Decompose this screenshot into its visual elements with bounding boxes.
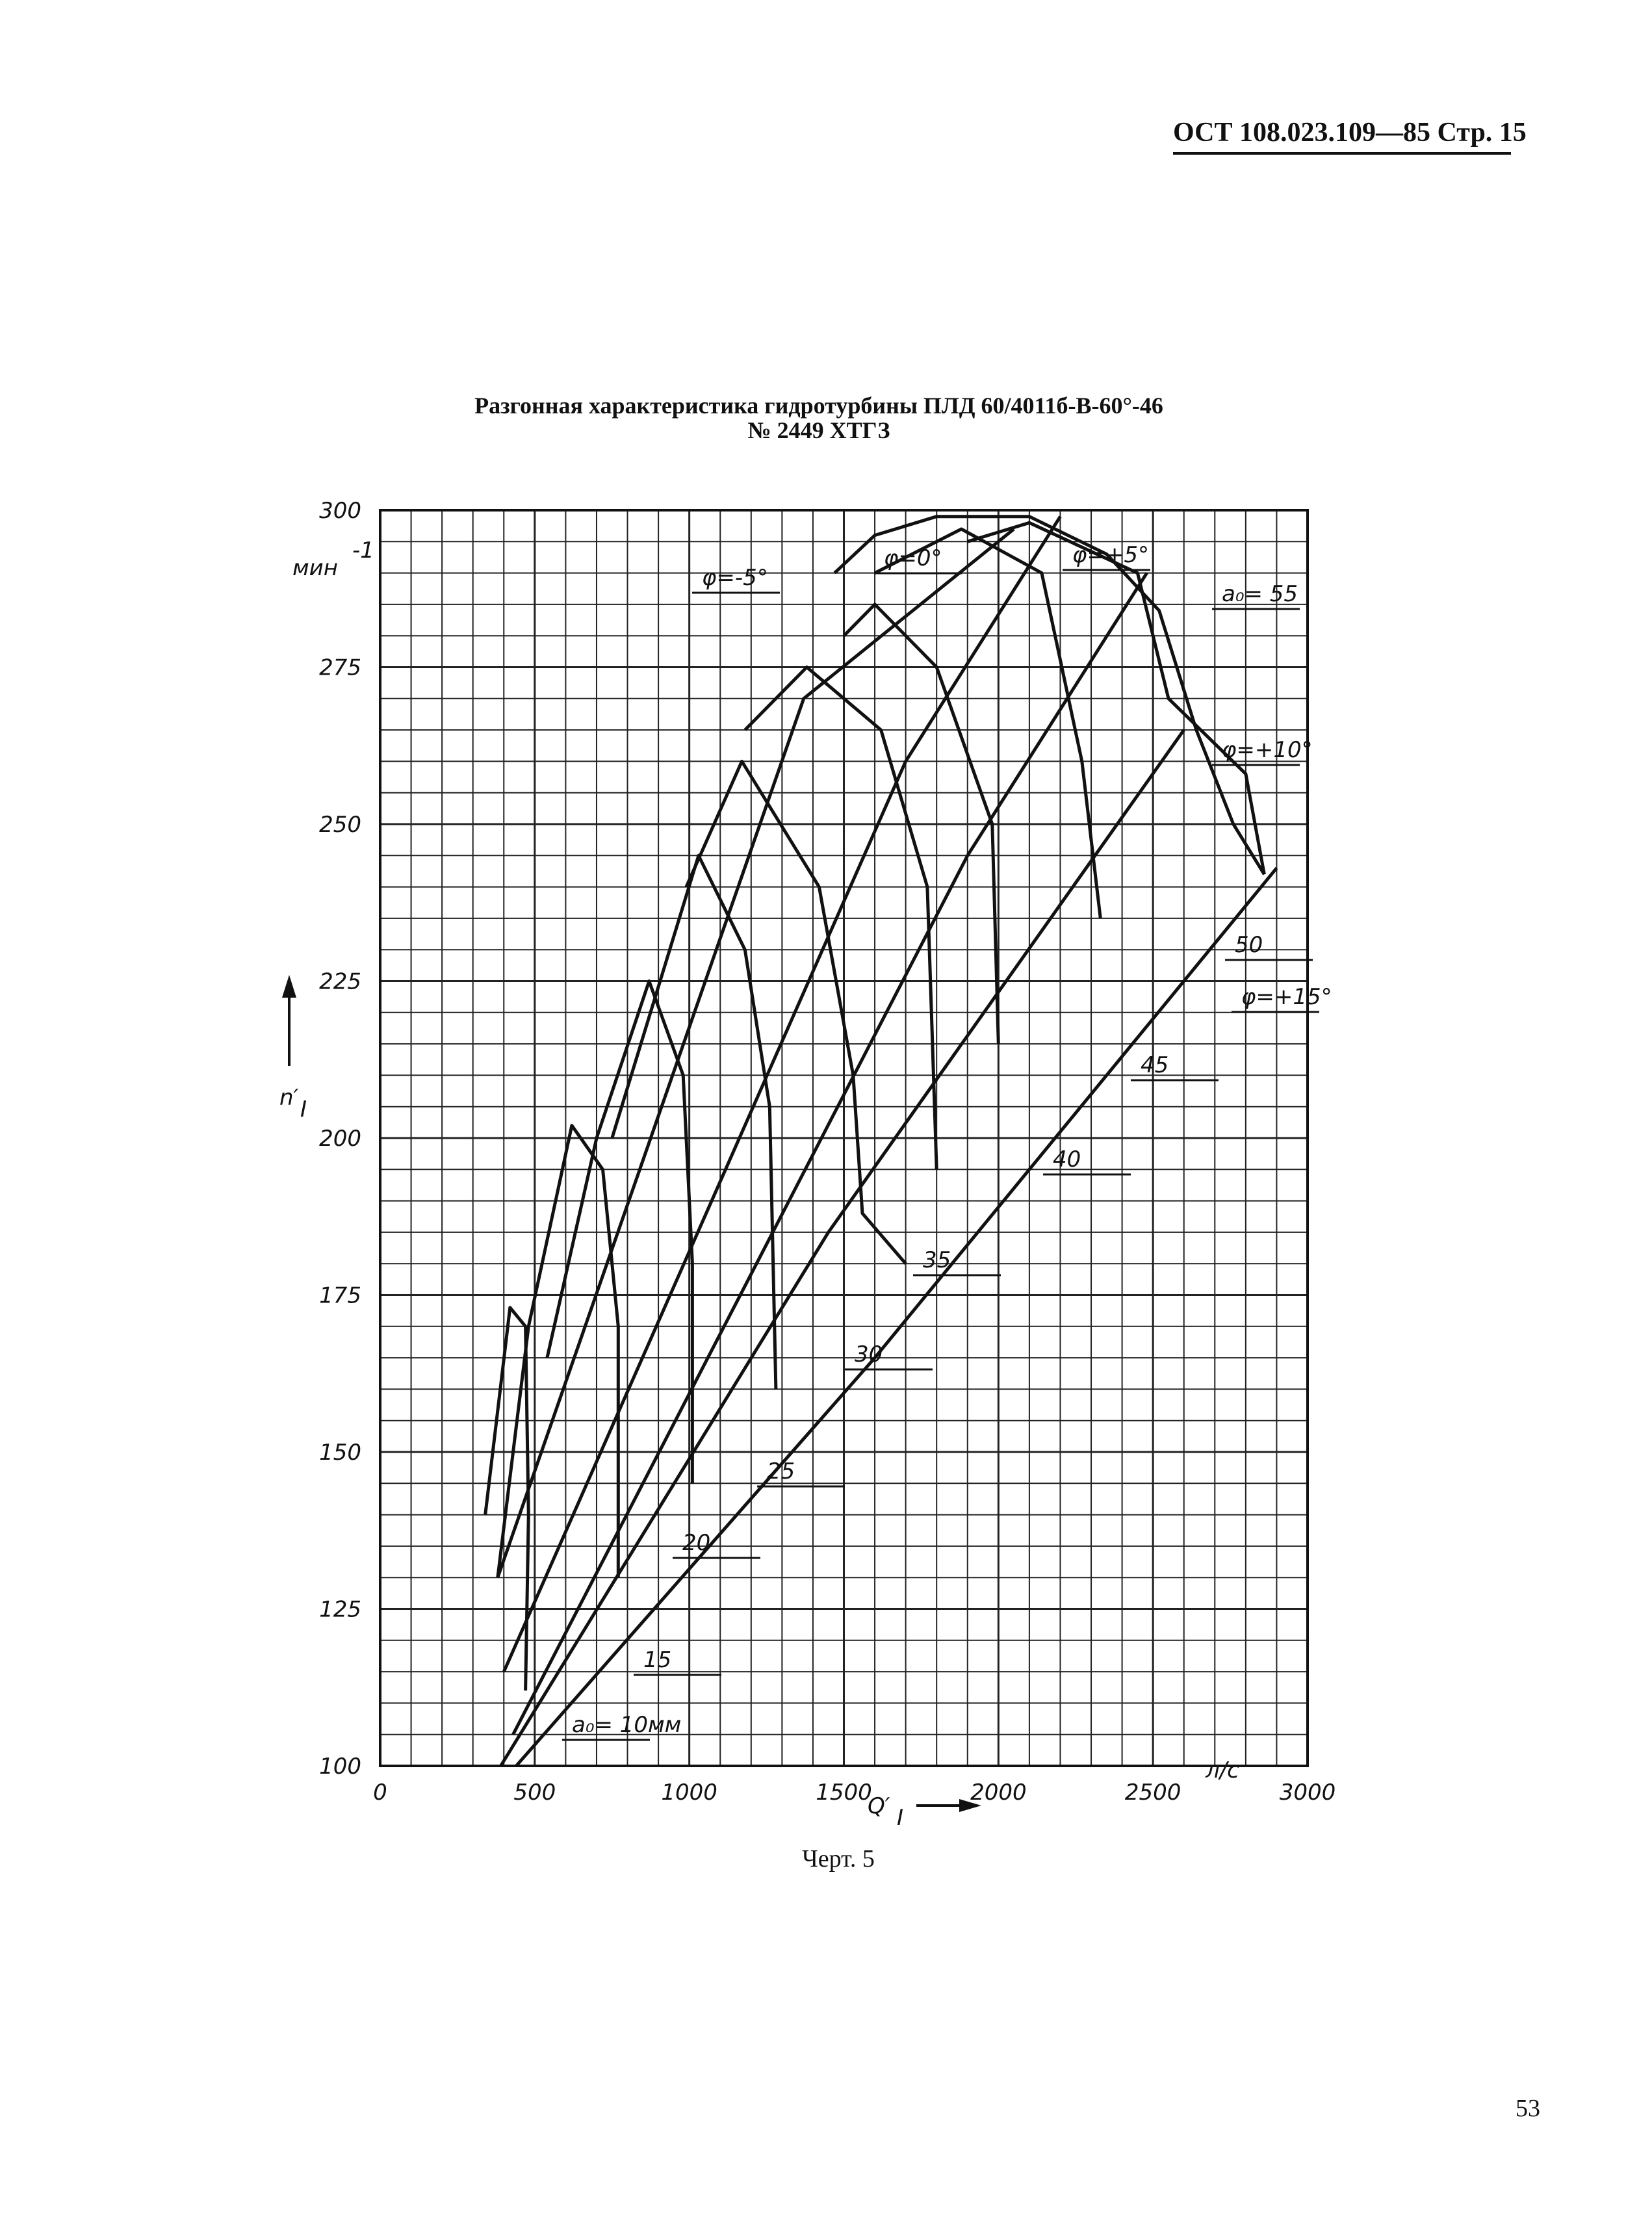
y-tick-label: 150 [319, 1440, 361, 1466]
ao-curve [545, 979, 694, 1484]
page-number: 53 [1516, 2095, 1540, 2122]
curve-label: φ=+10° [1222, 737, 1313, 763]
x-tick-label: 0 [373, 1780, 387, 1806]
ao-curve [610, 853, 778, 1390]
curve-label: 45 [1141, 1052, 1168, 1078]
y-axis-unit: мин [292, 555, 338, 581]
doc-reference: ОСТ 108.023.109—85 Стр. 15 [1173, 118, 1527, 148]
x-tick-label: 1500 [816, 1780, 872, 1806]
x-axis-arrowhead [959, 1799, 981, 1812]
curve-label: 20 [682, 1530, 710, 1556]
phi-line [499, 729, 1185, 1767]
curve-label: 15 [643, 1647, 671, 1673]
x-tick-label: 2000 [970, 1780, 1027, 1806]
x-tick-label: 3000 [1280, 1780, 1336, 1806]
curve-label: φ=+5° [1072, 542, 1149, 568]
x-tick-label: 1000 [661, 1780, 717, 1806]
y-tick-label: 225 [319, 969, 361, 995]
curve-label: φ=+15° [1241, 984, 1332, 1010]
y-axis-label-subscript: I [300, 1096, 307, 1122]
phi-line [515, 867, 1278, 1767]
ao-curve [496, 1124, 620, 1578]
curve-label: a₀= 55 [1222, 581, 1298, 607]
ao-curve [484, 1306, 530, 1691]
axis-ticks: 0 500 1000 1500 2000 2500 3000 100 125 150 175 200 2… [319, 498, 1336, 1806]
y-tick-label: 200 [319, 1126, 361, 1152]
y-tick-label: 100 [319, 1754, 361, 1780]
curve-labels: φ=-5° φ=0° φ=+5° a₀= 55 φ=+10° 50 φ=+15° 45 40 35… [562, 542, 1332, 1741]
y-axis-label: n′ [279, 1085, 299, 1111]
figure-caption: Черт. 5 [802, 1845, 875, 1872]
curve-label: 50 [1235, 932, 1263, 958]
ao-curve [873, 527, 1102, 919]
ao-curve [842, 602, 1000, 1044]
x-tick-label: 500 [513, 1780, 556, 1806]
chart-title-line-2: № 2449 ХТГЗ [747, 417, 890, 443]
curve-label: 30 [855, 1341, 883, 1367]
curve-label: φ=-5° [702, 565, 768, 591]
x-tick-label: 2500 [1125, 1780, 1181, 1806]
y-tick-label: 175 [319, 1283, 361, 1309]
ao-curve [743, 666, 938, 1170]
chart-title: Разгонная характеристика гидротурбины ПЛ… [364, 393, 1274, 443]
chart-grid [379, 509, 1309, 1767]
y-tick-label: 125 [319, 1597, 361, 1623]
y-tick-label: 275 [319, 655, 361, 681]
phi-line [511, 572, 1148, 1735]
chart-curves [484, 515, 1278, 1767]
x-axis-unit: л/с [1205, 1757, 1239, 1783]
curve-label: a₀= 10мм [572, 1712, 681, 1738]
curve-label: 25 [767, 1458, 795, 1484]
x-axis-label: Q′ [868, 1793, 890, 1819]
envelope-curve [833, 515, 1266, 875]
axis-labels: мин -1 n′ I Q′ I л/с [279, 538, 1239, 1831]
chart-title-line-1: Разгонная характеристика гидротурбины ПЛ… [474, 393, 1163, 419]
y-tick-label: 300 [319, 498, 361, 524]
phi-line [502, 515, 1062, 1673]
page-header: ОСТ 108.023.109—85 Стр. 15 [1173, 117, 1527, 155]
ao-curve [967, 521, 1266, 875]
y-axis-arrowhead [282, 975, 296, 998]
curve-label: φ=0° [884, 545, 942, 571]
curve-label: 35 [923, 1247, 951, 1273]
x-axis-label-subscript: I [897, 1805, 903, 1831]
y-tick-label: 250 [319, 812, 361, 838]
plot-frame [379, 509, 1309, 1767]
curve-label: 40 [1053, 1146, 1081, 1172]
y-axis-unit-exponent: -1 [352, 538, 374, 563]
ao-curve [684, 759, 907, 1265]
phi-line [496, 528, 1015, 1579]
